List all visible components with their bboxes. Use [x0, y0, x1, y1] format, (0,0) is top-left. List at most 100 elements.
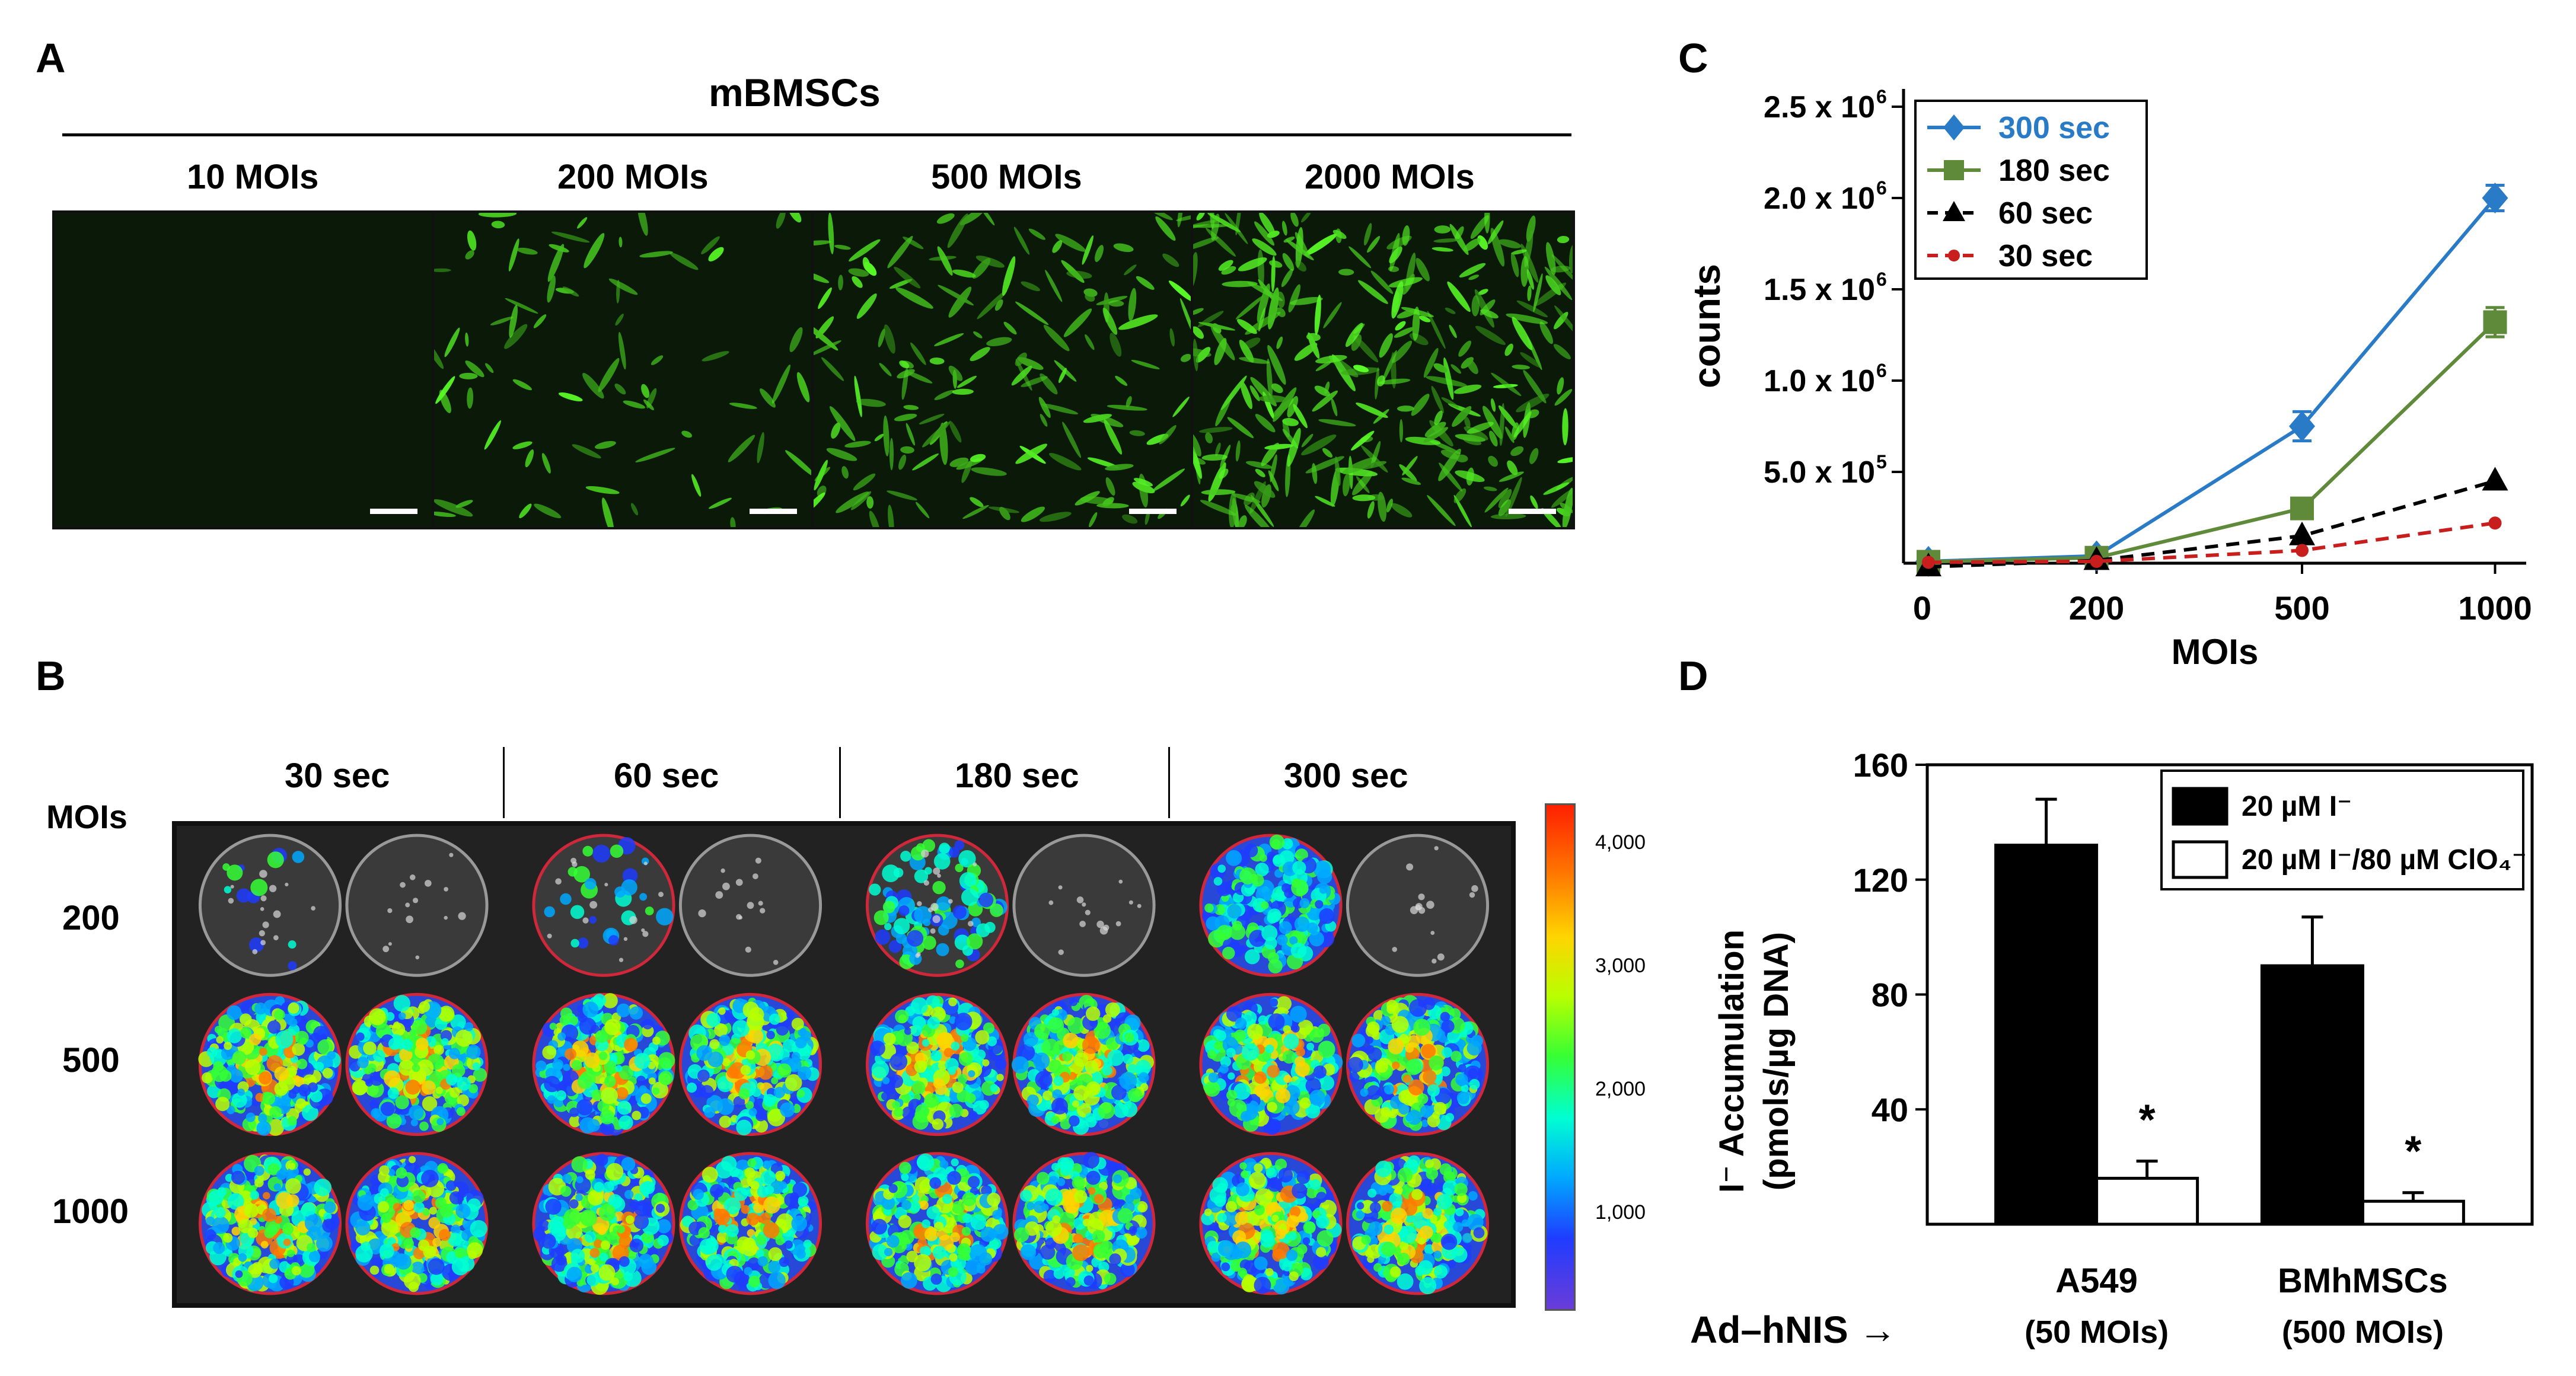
- signal-spot: [274, 1066, 289, 1081]
- cell: [1049, 453, 1082, 471]
- signal-spot: [254, 1178, 264, 1187]
- signal-spot: [232, 1051, 247, 1065]
- cell: [1348, 246, 1372, 269]
- signal-spot: [722, 1058, 731, 1067]
- signal-spot: [1366, 1085, 1381, 1100]
- cell: [919, 413, 945, 424]
- cell: [853, 473, 876, 491]
- micro-image-1: [52, 210, 436, 529]
- signal-spot: [629, 1006, 643, 1020]
- signal-spot: [987, 1192, 1001, 1206]
- signal-spot: [379, 1243, 394, 1259]
- signal-spot: [267, 1020, 281, 1034]
- signal-spot: [949, 847, 960, 858]
- signal-spot: [1291, 1024, 1300, 1033]
- signal-spot: [1290, 943, 1307, 959]
- micro-cells-3: [814, 213, 1193, 527]
- signal-spot: [573, 866, 590, 883]
- cell: [1557, 377, 1564, 395]
- cell: [934, 333, 964, 346]
- cell: [1562, 408, 1568, 446]
- cell: [1085, 334, 1095, 350]
- signal-spot: [1125, 1194, 1134, 1203]
- cell: [1335, 228, 1342, 244]
- cell: [1288, 284, 1301, 313]
- signal-spot: [766, 1030, 775, 1040]
- cell: [899, 360, 910, 369]
- signal-spot: [1278, 1167, 1293, 1183]
- cell: [702, 351, 729, 362]
- signal-spot: [634, 1053, 651, 1069]
- signal-spot: [930, 1273, 942, 1285]
- signal-spot: [1455, 1073, 1468, 1086]
- cell: [1418, 315, 1431, 323]
- cell: [850, 491, 872, 510]
- signal-spot: [294, 1076, 305, 1087]
- cell: [1293, 404, 1308, 429]
- signal-spot: [610, 844, 624, 858]
- signal-spot: [587, 1119, 600, 1132]
- glare-spot: [629, 916, 637, 924]
- cell: [1052, 240, 1063, 253]
- cell: [608, 278, 638, 295]
- signal-spot: [1127, 1064, 1137, 1074]
- signal-spot: [642, 1180, 655, 1195]
- signal-spot: [742, 1237, 756, 1252]
- panel-b-row-1: 200: [62, 899, 120, 937]
- signal-spot: [395, 1253, 412, 1270]
- glare-spot: [932, 915, 941, 924]
- signal-spot: [1140, 1083, 1149, 1091]
- signal-spot: [549, 1023, 557, 1030]
- signal-spot: [1085, 1060, 1099, 1074]
- signal-spot: [1303, 1221, 1316, 1234]
- signal-spot: [704, 1106, 716, 1118]
- cell: [1452, 406, 1472, 427]
- cell: [1318, 419, 1356, 427]
- signal-spot: [428, 1258, 445, 1275]
- signal-spot: [322, 1068, 333, 1078]
- cell: [1021, 506, 1045, 522]
- cell: [1301, 213, 1312, 223]
- cell: [844, 440, 871, 448]
- glare-spot: [425, 880, 432, 887]
- cell: [894, 413, 917, 422]
- cell: [1169, 328, 1175, 347]
- signal-spot: [445, 1074, 458, 1086]
- cell: [1133, 478, 1153, 487]
- panel-b-col-2: 60 sec: [614, 756, 719, 795]
- signal-spot: [563, 1064, 570, 1071]
- signal-spot: [445, 1180, 457, 1191]
- signal-spot: [1244, 1011, 1257, 1024]
- signal-spot: [377, 1201, 390, 1213]
- cell: [1343, 474, 1350, 497]
- signal-spot: [1413, 1019, 1430, 1036]
- cell: [1459, 263, 1486, 277]
- cell: [1221, 266, 1236, 275]
- cell: [1375, 367, 1379, 400]
- cell: [906, 423, 915, 446]
- signal-spot: [744, 1267, 753, 1276]
- signal-spot: [799, 1027, 807, 1035]
- cell: [1038, 397, 1051, 418]
- cell: [623, 400, 646, 409]
- cell: [1245, 461, 1273, 469]
- cell: [1397, 406, 1414, 412]
- cell: [1468, 274, 1479, 280]
- signal-spot: [1388, 1038, 1404, 1055]
- signal-spot: [869, 883, 881, 896]
- cell: [1445, 307, 1456, 314]
- signal-spot: [745, 1050, 755, 1060]
- signal-spot: [1097, 1118, 1108, 1129]
- signal-spot: [914, 1254, 932, 1272]
- signal-spot: [235, 1270, 243, 1278]
- signal-spot: [556, 1090, 567, 1101]
- signal-spot: [901, 1200, 911, 1211]
- cell: [1512, 365, 1530, 370]
- signal-spot: [212, 1217, 229, 1234]
- cell: [1267, 344, 1286, 385]
- cell: [1193, 237, 1219, 250]
- signal-spot: [1121, 1102, 1138, 1118]
- signal-spot: [882, 1077, 890, 1084]
- cell: [1201, 454, 1228, 461]
- signal-spot: [922, 1039, 930, 1047]
